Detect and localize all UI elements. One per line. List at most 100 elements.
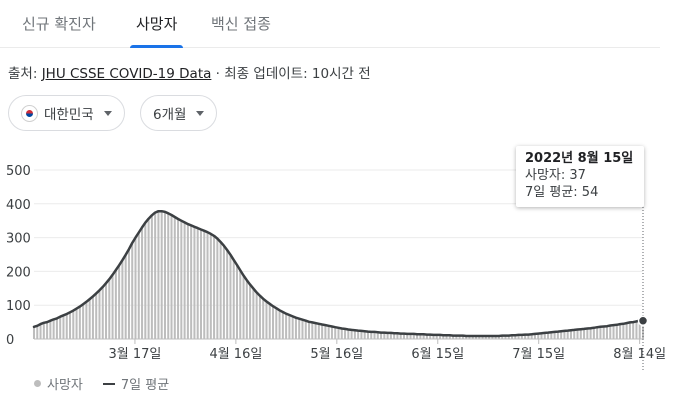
deaths-bar — [52, 319, 55, 339]
deaths-bar — [170, 214, 173, 339]
deaths-bar — [190, 225, 193, 339]
legend-bars-label: 사망자 — [47, 378, 83, 393]
deaths-bar — [121, 260, 124, 339]
deaths-bar — [432, 334, 435, 339]
deaths-bar — [468, 335, 471, 339]
deaths-bar — [314, 323, 317, 339]
deaths-bar — [311, 322, 314, 339]
deaths-bar — [242, 275, 245, 339]
bar-legend-dot-icon — [34, 380, 41, 387]
deaths-bar — [127, 249, 130, 339]
deaths-bar — [285, 313, 288, 339]
deaths-bar — [154, 212, 157, 339]
deaths-bar — [386, 332, 389, 339]
y-tick-label: 100 — [6, 299, 31, 314]
deaths-bar — [101, 286, 104, 339]
deaths-bar — [88, 299, 91, 339]
deaths-bar — [524, 334, 527, 339]
deaths-bar — [167, 213, 170, 339]
deaths-bar — [91, 296, 94, 339]
deaths-bar — [46, 322, 49, 339]
source-prefix: 출처: — [8, 66, 42, 82]
deaths-bar — [82, 304, 85, 339]
deaths-bar — [226, 250, 229, 339]
deaths-bar — [425, 334, 428, 339]
source-link[interactable]: JHU CSSE COVID-19 Data — [41, 66, 212, 82]
deaths-bar — [324, 325, 327, 339]
deaths-bar — [619, 324, 622, 339]
deaths-bar — [602, 326, 605, 339]
tab-deaths[interactable]: 사망자 — [129, 0, 184, 48]
deaths-bar — [321, 324, 324, 339]
deaths-bar — [635, 321, 638, 339]
deaths-bar — [258, 295, 261, 339]
deaths-bar — [95, 293, 98, 339]
deaths-bar — [32, 326, 36, 339]
deaths-bar — [222, 245, 225, 339]
x-tick-label: 5월 16일 — [310, 347, 363, 362]
deaths-bar — [389, 332, 392, 339]
period-label: 6개월 — [153, 107, 187, 123]
deaths-bar — [599, 326, 602, 339]
deaths-bar — [144, 222, 147, 339]
deaths-bar — [62, 315, 65, 339]
deaths-bar — [72, 310, 75, 339]
deaths-bar — [511, 335, 514, 339]
tab-new-cases[interactable]: 신규 확진자 — [22, 15, 96, 33]
deaths-bar — [177, 219, 180, 339]
x-axis: 3월 17일 4월 16일 5월 16일 6월 15일 7월 15일 8월 14일 — [109, 339, 666, 362]
deaths-bar — [105, 283, 108, 339]
deaths-bar — [576, 329, 579, 339]
deaths-bar — [491, 335, 494, 339]
x-tick-label: 6월 15일 — [411, 347, 464, 362]
deaths-bar — [514, 335, 517, 339]
y-tick-label: 200 — [6, 265, 31, 280]
deaths-bar — [615, 324, 618, 339]
deaths-bar — [540, 333, 543, 339]
deaths-bar — [448, 335, 451, 339]
y-tick-label: 300 — [6, 232, 31, 247]
deaths-bar — [55, 318, 58, 339]
deaths-bar — [206, 232, 209, 339]
deaths-bar — [141, 227, 144, 339]
chart-legend: 사망자 7일 평균 — [34, 374, 169, 393]
deaths-bar — [278, 310, 281, 339]
deaths-bar — [373, 331, 376, 339]
tab-vaccinations[interactable]: 백신 접종 — [211, 15, 271, 33]
seven-day-average-line — [32, 209, 645, 338]
deaths-bar — [383, 332, 386, 339]
deaths-bar — [353, 330, 356, 339]
x-tick-label: 8월 14일 — [613, 347, 666, 362]
deaths-bar — [537, 333, 540, 339]
deaths-bar — [596, 327, 599, 339]
y-tick-label: 0 — [6, 333, 14, 348]
x-tick-label: 7월 15일 — [512, 347, 565, 362]
deaths-bar — [216, 238, 219, 339]
region-dropdown[interactable]: 대한민국 — [8, 95, 125, 131]
deaths-bar — [429, 334, 432, 339]
deaths-bar — [605, 326, 608, 339]
deaths-bar — [452, 335, 455, 339]
deaths-chart[interactable]: 0 100 200 300 400 500 3월 17일 4월 16일 5월 16일 6월 15… — [0, 140, 681, 375]
deaths-bar — [399, 333, 402, 339]
deaths-bar — [406, 333, 409, 339]
deaths-bar — [288, 315, 291, 339]
deaths-bar — [517, 334, 520, 339]
deaths-bar — [118, 265, 121, 339]
deaths-bar — [249, 284, 252, 339]
deaths-bar — [622, 323, 625, 339]
source-line: 출처: JHU CSSE COVID-19 Data · 최종 업데이트: 10… — [8, 62, 371, 82]
region-label: 대한민국 — [44, 107, 94, 123]
deaths-bar — [196, 228, 199, 339]
deaths-bar — [366, 331, 369, 339]
deaths-bar — [586, 328, 589, 339]
deaths-bar — [180, 220, 183, 339]
period-dropdown[interactable]: 6개월 — [140, 95, 218, 131]
deaths-bar — [268, 303, 271, 339]
deaths-bar — [108, 279, 111, 339]
deaths-bar — [455, 335, 458, 339]
deaths-bar — [543, 332, 546, 339]
deaths-bar — [252, 288, 255, 339]
deaths-bar — [357, 330, 360, 339]
x-tick-label: 3월 17일 — [109, 347, 162, 362]
